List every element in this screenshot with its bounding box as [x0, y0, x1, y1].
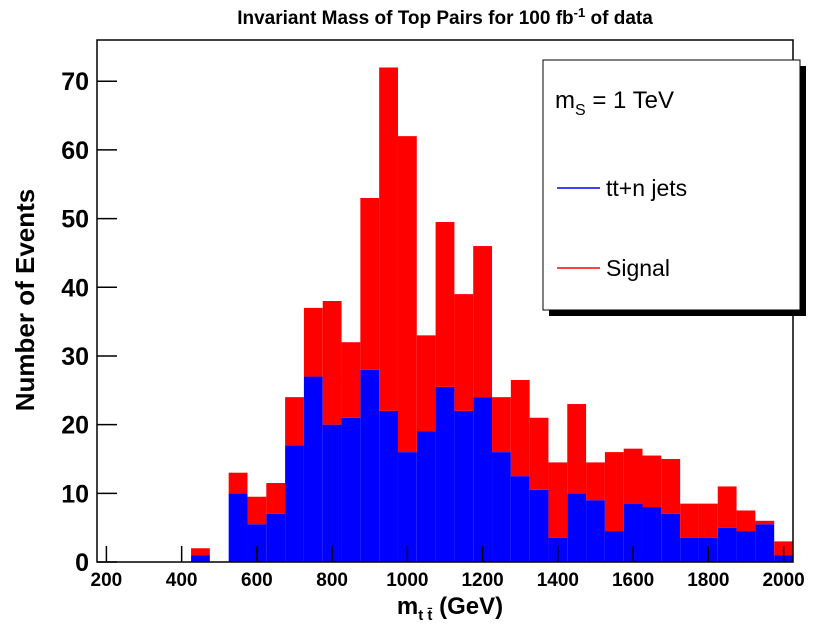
- histogram-bar: [322, 301, 342, 425]
- histogram-bar: [492, 452, 511, 562]
- histogram-bar: [191, 555, 210, 562]
- x-tick-label: 2000: [762, 570, 804, 591]
- histogram-bar: [228, 493, 248, 562]
- histogram-bar: [586, 500, 605, 562]
- annotation-text: = 1 TeV: [586, 87, 674, 114]
- title-superscript: -1: [574, 5, 586, 20]
- chart-title: Invariant Mass of Top Pairs for 100 fb-1…: [237, 5, 653, 29]
- histogram-bar: [303, 307, 323, 377]
- plot-area: [191, 67, 793, 562]
- histogram-bar: [604, 531, 624, 562]
- histogram-bar: [717, 486, 737, 528]
- x-tick-label: 1000: [386, 570, 428, 591]
- histogram-bar: [642, 507, 662, 562]
- histogram-bar: [717, 527, 737, 562]
- histogram-bar: [736, 510, 756, 532]
- x-tick-label: 1800: [687, 570, 729, 591]
- histogram-bar: [285, 397, 304, 446]
- histogram-bar: [341, 342, 361, 418]
- histogram-bar: [510, 476, 530, 562]
- x-tick-label: 800: [316, 570, 348, 591]
- histogram-bar: [266, 513, 286, 562]
- title-text-end: of data: [585, 8, 653, 29]
- histogram-bar: [341, 417, 361, 562]
- histogram-bar: [623, 448, 643, 504]
- histogram-bar: [191, 548, 210, 556]
- annotation-main: m: [555, 87, 575, 114]
- histogram-bar: [604, 452, 624, 532]
- histogram-bar: [473, 397, 493, 562]
- histogram-bar: [416, 431, 436, 562]
- histogram-bar: [435, 386, 455, 562]
- legend-label: Signal: [606, 255, 670, 281]
- histogram-bar: [680, 503, 699, 538]
- histogram-bar: [680, 537, 699, 562]
- histogram-bar: [454, 294, 474, 411]
- x-label-unit: (GeV): [432, 593, 503, 620]
- histogram-bar: [510, 379, 530, 477]
- histogram-bar: [435, 222, 455, 387]
- y-tick-label: 40: [61, 274, 89, 302]
- histogram-bar: [567, 404, 587, 494]
- y-tick-label: 20: [61, 412, 89, 440]
- histogram-bar: [567, 493, 587, 562]
- y-tick-label: 30: [61, 343, 89, 371]
- histogram-bar: [397, 136, 417, 453]
- histogram-bar: [454, 410, 474, 562]
- histogram-bar: [303, 376, 323, 562]
- y-tick-label: 60: [61, 137, 89, 165]
- histogram-bar: [228, 472, 248, 494]
- legend-label: tt+n jets: [606, 175, 687, 201]
- histogram-bar: [698, 503, 718, 538]
- histogram-bar: [397, 452, 417, 562]
- histogram-bar: [736, 531, 756, 562]
- y-tick-label: 10: [61, 480, 89, 508]
- histogram-bar: [473, 246, 493, 398]
- histogram-bar: [360, 197, 380, 370]
- annotation-subscript: S: [575, 102, 586, 119]
- histogram-bar: [548, 462, 568, 538]
- y-axis-label: Number of Events: [10, 189, 40, 412]
- histogram-bar: [379, 67, 398, 411]
- y-tick-label: 50: [61, 206, 89, 234]
- histogram-bar: [416, 335, 436, 432]
- title-text: Invariant Mass of Top Pairs for 100 fb: [237, 8, 573, 29]
- histogram-bar: [379, 410, 398, 562]
- y-tick-label: 0: [75, 549, 89, 577]
- x-axis-label: mt t̄ (GeV): [397, 593, 503, 624]
- x-tick-label: 400: [166, 570, 198, 591]
- histogram-bar: [529, 417, 549, 490]
- y-tick-label: 70: [61, 68, 89, 96]
- histogram-bar: [586, 462, 605, 501]
- histogram-bar: [755, 520, 775, 525]
- x-tick-label: 600: [241, 570, 273, 591]
- legend-header: mS = 1 TeV: [555, 87, 674, 119]
- histogram-bar: [661, 513, 681, 562]
- legend: mS = 1 TeV tt+n jets Signal: [542, 59, 806, 316]
- x-tick-label: 1600: [612, 570, 654, 591]
- histogram-bar: [322, 424, 342, 562]
- histogram-bar: [755, 524, 775, 562]
- histogram-bar: [642, 455, 662, 508]
- histogram-bar: [623, 503, 643, 562]
- x-tick-label: 200: [91, 570, 123, 591]
- x-tick-label: 1200: [461, 570, 503, 591]
- histogram-bar: [492, 397, 511, 453]
- histogram-bar: [661, 458, 681, 514]
- x-label-main: m: [397, 593, 418, 620]
- x-label-subscript: t t̄: [418, 607, 433, 624]
- histogram-bar: [285, 445, 304, 562]
- histogram-bar: [247, 524, 267, 562]
- x-tick-label: 1400: [537, 570, 579, 591]
- histogram-bar: [529, 489, 549, 562]
- histogram-bar: [360, 369, 380, 562]
- histogram-bar: [247, 496, 267, 525]
- histogram-bar: [266, 483, 286, 514]
